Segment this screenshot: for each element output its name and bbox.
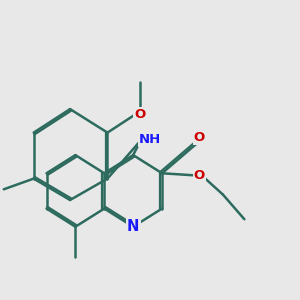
Text: O: O	[194, 131, 205, 144]
Text: O: O	[194, 169, 205, 182]
Text: O: O	[134, 108, 145, 121]
Text: N: N	[127, 219, 139, 234]
Text: NH: NH	[139, 133, 161, 146]
